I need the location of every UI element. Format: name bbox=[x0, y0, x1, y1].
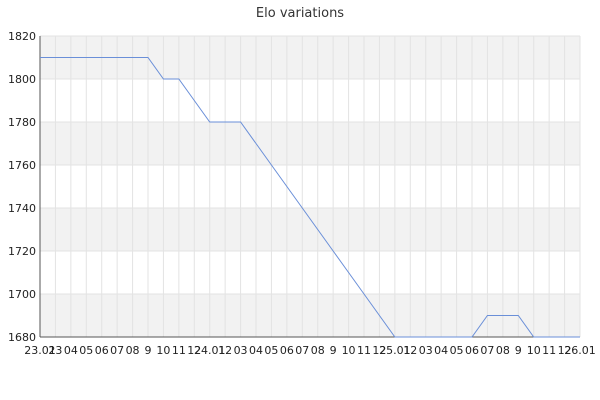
y-tick-label: 1680 bbox=[8, 331, 36, 344]
x-tick-label: 12 bbox=[403, 344, 417, 357]
x-tick-label: 12 bbox=[372, 344, 386, 357]
y-tick-label: 1720 bbox=[8, 245, 36, 258]
x-tick-label: 9 bbox=[515, 344, 522, 357]
x-tick-label: 23.01 bbox=[24, 344, 56, 357]
x-tick-label: 08 bbox=[126, 344, 140, 357]
vertical-gridlines bbox=[39, 36, 581, 337]
y-tick-label: 1740 bbox=[8, 202, 36, 215]
x-tick-label: 9 bbox=[145, 344, 152, 357]
x-tick-label: 06 bbox=[280, 344, 294, 357]
x-tick-label: 10 bbox=[342, 344, 356, 357]
x-tick-label: 06 bbox=[465, 344, 479, 357]
x-tick-label: 06 bbox=[95, 344, 109, 357]
x-tick-label: 05 bbox=[79, 344, 93, 357]
alternating-bands bbox=[40, 36, 580, 337]
y-tick-label: 1780 bbox=[8, 116, 36, 129]
x-tick-label: 10 bbox=[527, 344, 541, 357]
chart-title: Elo variations bbox=[256, 6, 344, 21]
x-tick-label: 07 bbox=[480, 344, 494, 357]
x-tick-label: 07 bbox=[110, 344, 124, 357]
x-tick-label: 11 bbox=[357, 344, 371, 357]
x-tick-label: 04 bbox=[64, 344, 78, 357]
x-tick-label: 11 bbox=[172, 344, 186, 357]
grid-band bbox=[40, 208, 580, 251]
y-tick-label: 1800 bbox=[8, 73, 36, 86]
x-tick-label: 23 bbox=[48, 344, 62, 357]
x-tick-label: 12 bbox=[218, 344, 232, 357]
x-tick-label: 03 bbox=[419, 344, 433, 357]
horizontal-gridlines bbox=[40, 35, 580, 338]
x-tick-label: 10 bbox=[156, 344, 170, 357]
grid-band bbox=[40, 122, 580, 165]
x-tick-label: 24.01 bbox=[194, 344, 226, 357]
y-tick-label: 1820 bbox=[8, 30, 36, 43]
axes bbox=[39, 36, 580, 338]
series-lines bbox=[40, 57, 580, 338]
x-tick-label: 26.01 bbox=[564, 344, 596, 357]
x-tick-label: 07 bbox=[295, 344, 309, 357]
x-tick-label: 05 bbox=[450, 344, 464, 357]
x-tick-label: 12 bbox=[558, 344, 572, 357]
x-tick-label: 03 bbox=[234, 344, 248, 357]
y-tick-label: 1760 bbox=[8, 159, 36, 172]
x-tick-label: 12 bbox=[187, 344, 201, 357]
x-tick-label: 08 bbox=[496, 344, 510, 357]
y-tick-labels: 1680 1700 1720 1740 1760 1780 1800 1820 bbox=[8, 30, 36, 344]
x-tick-label: 04 bbox=[249, 344, 263, 357]
x-tick-label: 9 bbox=[330, 344, 337, 357]
x-tick-label: 04 bbox=[434, 344, 448, 357]
y-tick-label: 1700 bbox=[8, 288, 36, 301]
x-tick-label: 25.01 bbox=[379, 344, 411, 357]
x-tick-label: 11 bbox=[542, 344, 556, 357]
x-tick-label: 08 bbox=[311, 344, 325, 357]
x-tick-label: 05 bbox=[264, 344, 278, 357]
series-line bbox=[40, 57, 580, 338]
